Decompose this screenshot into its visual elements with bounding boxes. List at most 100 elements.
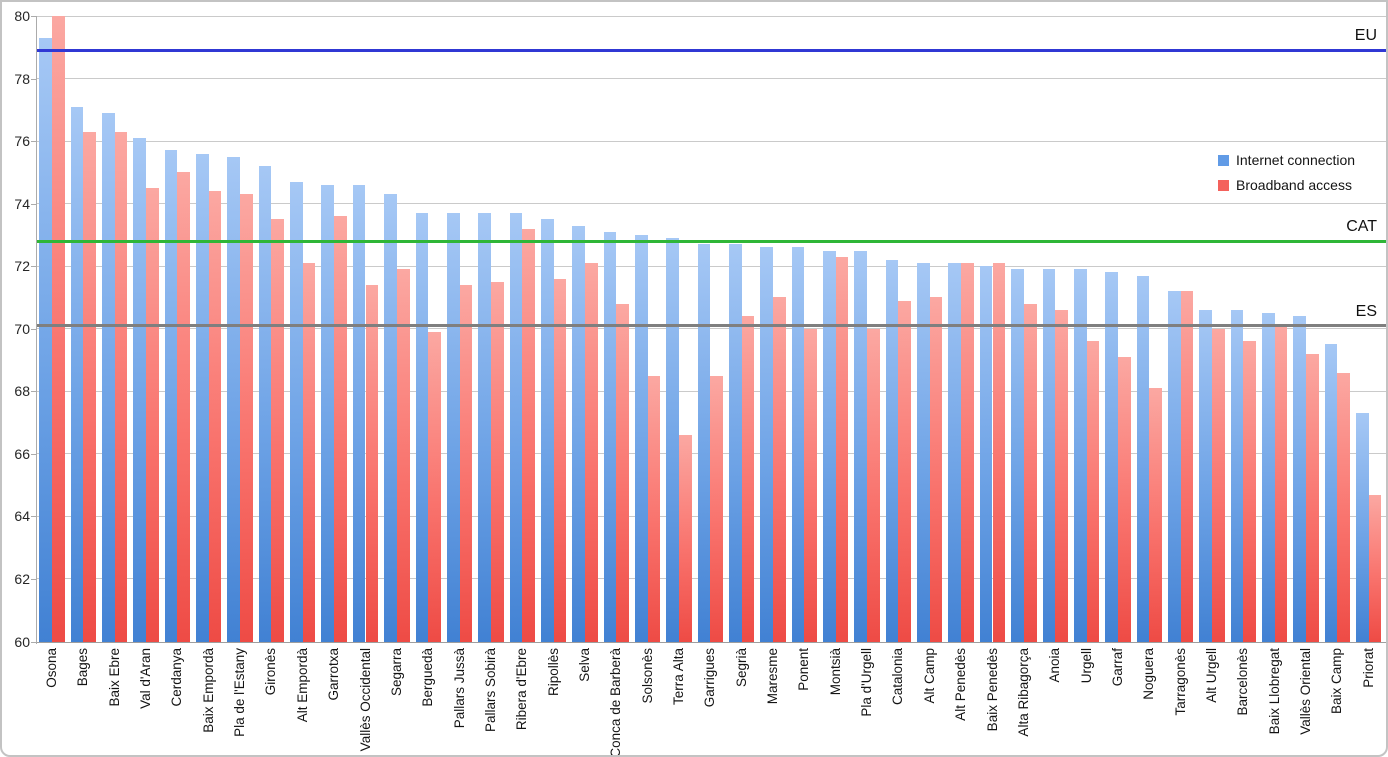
bar-broadband-access <box>1180 291 1194 642</box>
bar-internet-connection <box>634 234 648 642</box>
bar-internet-connection <box>227 156 241 642</box>
x-axis-label: Ponent <box>796 647 812 691</box>
gridline <box>37 140 1386 142</box>
bar-broadband-access <box>1306 353 1319 642</box>
x-axis-label: Osona <box>44 647 59 688</box>
x-axis-label: Baix Penedès <box>984 647 1000 731</box>
reference-line-eu <box>37 48 1386 52</box>
gridline <box>37 203 1386 205</box>
bar-internet-connection <box>258 166 272 642</box>
x-axis-label: Pla d'Urgell <box>859 647 875 717</box>
bar-internet-connection <box>666 238 679 642</box>
bar-broadband-access <box>365 284 379 642</box>
x-axis-label: Alt Empordà <box>294 647 310 722</box>
bar-broadband-access <box>1086 341 1100 642</box>
bar-internet-connection <box>1293 316 1306 642</box>
bar-broadband-access <box>773 297 786 642</box>
bar-broadband-access <box>146 188 159 642</box>
y-axis-tick <box>31 391 37 393</box>
bar-broadband-access <box>302 263 316 642</box>
bar-broadband-access <box>1368 494 1382 642</box>
gridline <box>37 328 1386 330</box>
bar-internet-connection <box>1042 269 1056 642</box>
y-axis-tick <box>31 578 37 580</box>
bar-broadband-access <box>679 435 692 642</box>
bar-internet-connection <box>133 137 147 642</box>
bar-broadband-access <box>428 331 441 642</box>
y-axis-label: 74 <box>14 195 30 212</box>
x-axis-label: Conca de Barberà <box>608 647 624 757</box>
x-axis-label: Pla de l'Estany <box>232 647 248 737</box>
bar-internet-connection <box>917 263 930 642</box>
bar-broadband-access <box>271 219 285 642</box>
bar-broadband-access <box>177 172 191 642</box>
x-axis-label: Ripollès <box>545 647 561 696</box>
x-axis-label: Noguera <box>1141 647 1157 700</box>
bar-broadband-access <box>867 328 880 642</box>
x-axis-label: Maresme <box>765 647 781 704</box>
bar-internet-connection <box>1324 344 1338 642</box>
y-axis-label: 80 <box>14 8 30 24</box>
x-axis-label: Pallars Jussà <box>451 647 467 728</box>
bar-broadband-access <box>616 303 629 642</box>
legend: Internet connection Broadband access <box>1218 152 1355 202</box>
bar-internet-connection <box>1073 269 1087 642</box>
x-axis-label: Alt Penedès <box>953 647 969 721</box>
x-axis-label: Baix Llobregat <box>1266 647 1282 734</box>
gridline <box>37 265 1386 267</box>
x-axis-label: Priorat <box>1360 647 1376 688</box>
legend-swatch-broadband-access <box>1218 179 1229 191</box>
legend-swatch-internet-connection <box>1218 154 1229 166</box>
reference-line-es <box>37 324 1386 328</box>
y-axis-line <box>35 16 37 644</box>
bar-broadband-access <box>459 284 473 642</box>
reference-line-label-es: ES <box>1355 302 1377 320</box>
bar-broadband-access <box>83 131 97 642</box>
bar-broadband-access <box>52 16 65 642</box>
bar-internet-connection <box>39 37 52 642</box>
bar-broadband-access <box>992 263 1006 642</box>
bar-broadband-access <box>1337 372 1351 642</box>
bar-broadband-access <box>1243 341 1256 642</box>
bar-internet-connection <box>823 250 836 642</box>
x-axis-label: Solsonès <box>639 647 655 704</box>
bar-internet-connection <box>321 184 335 642</box>
bar-internet-connection <box>603 231 617 642</box>
x-axis-label: Gironès <box>263 647 279 695</box>
bar-internet-connection <box>384 194 397 642</box>
bar-internet-connection <box>1136 275 1150 642</box>
bar-internet-connection <box>697 244 711 642</box>
legend-item: Broadband access <box>1218 177 1355 193</box>
x-axis-label: Cerdanya <box>169 647 185 707</box>
bar-internet-connection <box>102 112 115 642</box>
x-axis-label: Garraf <box>1109 647 1125 686</box>
gridline <box>37 78 1386 80</box>
legend-item: Internet connection <box>1218 152 1355 168</box>
x-axis-label: Barcelonès <box>1235 647 1251 716</box>
reference-line-label-eu: EU <box>1354 27 1377 45</box>
bar-broadband-access <box>490 281 504 642</box>
reference-line-label-cat: CAT <box>1346 218 1377 236</box>
bar-broadband-access <box>1149 388 1162 642</box>
x-axis-label: Val d'Aran <box>138 647 154 709</box>
bar-internet-connection <box>1230 310 1244 642</box>
bar-broadband-access <box>553 278 567 642</box>
bar-broadband-access <box>929 297 943 642</box>
bar-internet-connection <box>1199 310 1212 642</box>
x-axis-label: Selva <box>576 647 592 682</box>
bar-internet-connection <box>1356 413 1369 642</box>
x-axis-label: Baix Ebre <box>106 647 122 707</box>
legend-label: Internet connection <box>1236 152 1356 168</box>
y-axis-label: 72 <box>14 258 30 275</box>
bar-internet-connection <box>791 247 805 642</box>
bar-internet-connection <box>164 150 178 642</box>
y-axis-label: 76 <box>14 133 30 150</box>
bar-broadband-access <box>961 263 974 642</box>
bar-internet-connection <box>446 213 460 642</box>
x-axis-label: Anoia <box>1047 647 1063 683</box>
x-axis-label: Alt Urgell <box>1203 647 1219 703</box>
reference-line-cat <box>37 239 1386 243</box>
bar-broadband-access <box>208 191 222 642</box>
y-axis-tick <box>31 453 37 455</box>
bar-broadband-access <box>396 269 410 642</box>
